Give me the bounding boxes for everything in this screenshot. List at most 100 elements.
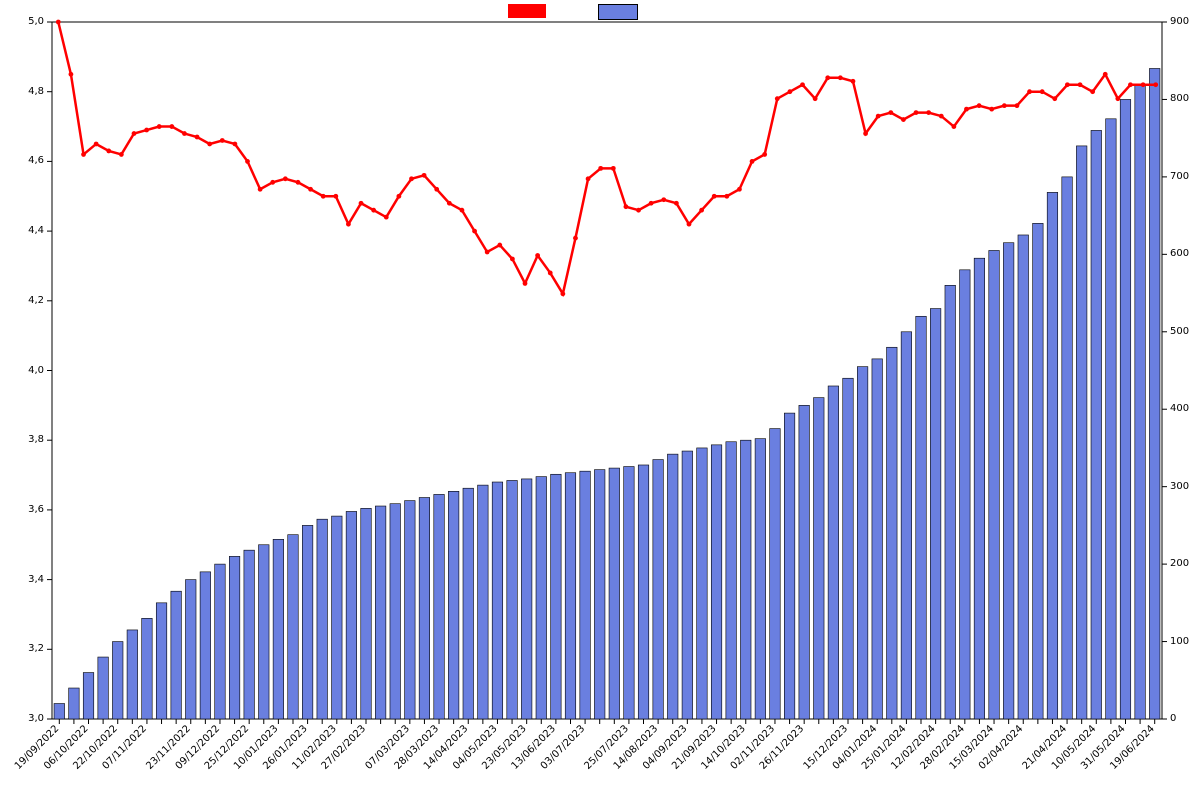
bar <box>1149 68 1160 719</box>
line-marker <box>1015 103 1020 108</box>
bar <box>54 704 65 719</box>
line-marker <box>1128 82 1133 87</box>
bar <box>638 465 649 719</box>
left-y-tick-label: 4,2 <box>28 295 44 306</box>
bar <box>375 506 386 719</box>
bar <box>229 556 240 719</box>
bar <box>332 516 343 719</box>
line-marker <box>56 20 61 25</box>
bar <box>667 454 678 719</box>
line-marker <box>977 103 982 108</box>
left-y-tick-label: 4,6 <box>28 155 44 166</box>
line-marker <box>876 114 881 119</box>
line-marker <box>69 72 74 77</box>
right-y-tick-label: 600 <box>1170 248 1189 259</box>
left-y-tick-label: 5,0 <box>28 16 44 27</box>
bar <box>887 347 898 719</box>
line-marker <box>901 117 906 122</box>
bar <box>1003 243 1014 719</box>
line-marker <box>94 142 99 147</box>
right-y-tick-label: 200 <box>1170 558 1189 569</box>
line-marker <box>81 152 86 157</box>
bar <box>974 258 985 719</box>
left-y-tick-label: 3,8 <box>28 434 44 445</box>
bar <box>872 359 883 719</box>
bar <box>273 539 284 719</box>
line-marker <box>157 124 162 129</box>
line-marker <box>560 291 565 296</box>
line-marker <box>270 180 275 185</box>
bar <box>580 471 591 719</box>
line-marker <box>611 166 616 171</box>
line-marker <box>1103 72 1108 77</box>
line-marker <box>371 208 376 213</box>
line-marker <box>712 194 717 199</box>
bar <box>624 467 635 719</box>
bar <box>814 398 825 719</box>
bar <box>960 270 971 719</box>
bar <box>609 468 620 719</box>
bar <box>1062 177 1073 719</box>
line-marker <box>523 281 528 286</box>
bar <box>492 482 503 719</box>
line-marker <box>989 107 994 112</box>
bar <box>521 479 532 719</box>
right-y-tick-label: 900 <box>1170 16 1189 27</box>
bar <box>594 470 605 719</box>
line-marker <box>787 89 792 94</box>
left-y-tick-label: 3,0 <box>28 713 44 724</box>
line-marker <box>863 131 868 136</box>
line-marker <box>964 107 969 112</box>
line-marker <box>384 215 389 220</box>
line-marker <box>851 79 856 84</box>
line-marker <box>1115 96 1120 101</box>
bar <box>317 519 328 719</box>
line-marker <box>548 271 553 276</box>
left-y-tick-label: 3,6 <box>28 504 44 515</box>
line-marker <box>674 201 679 206</box>
line-marker <box>813 96 818 101</box>
line-marker <box>914 110 919 115</box>
line-marker <box>699 208 704 213</box>
line-marker <box>144 128 149 133</box>
line-marker <box>1065 82 1070 87</box>
bar <box>697 448 708 719</box>
left-y-tick-label: 4,8 <box>28 86 44 97</box>
bar <box>156 603 167 719</box>
bar <box>653 460 664 719</box>
line-marker <box>258 187 263 192</box>
bar <box>770 429 781 719</box>
line-marker <box>724 194 729 199</box>
bar <box>390 504 401 719</box>
bar <box>478 485 489 719</box>
bar <box>142 618 153 719</box>
line-marker <box>951 124 956 129</box>
bar <box>711 445 722 719</box>
line-marker <box>926 110 931 115</box>
line-marker <box>586 176 591 181</box>
line-marker <box>485 250 490 255</box>
right-y-tick-label: 800 <box>1170 93 1189 104</box>
line-marker <box>1002 103 1007 108</box>
line-marker <box>472 229 477 234</box>
line-marker <box>422 173 427 178</box>
line-marker <box>661 197 666 202</box>
right-y-tick-label: 400 <box>1170 403 1189 414</box>
line-marker <box>321 194 326 199</box>
line-marker <box>245 159 250 164</box>
bar <box>1018 235 1029 719</box>
bar <box>1120 99 1131 719</box>
line-marker <box>195 135 200 140</box>
bar <box>755 439 766 719</box>
bar <box>726 442 737 719</box>
line-marker <box>636 208 641 213</box>
line-marker <box>888 110 893 115</box>
bar <box>930 309 941 719</box>
line-marker <box>598 166 603 171</box>
bar <box>565 473 576 719</box>
legend-bar-swatch <box>598 4 638 20</box>
bar <box>857 367 868 719</box>
line-marker <box>1027 89 1032 94</box>
line-marker <box>573 236 578 241</box>
line-marker <box>497 243 502 248</box>
